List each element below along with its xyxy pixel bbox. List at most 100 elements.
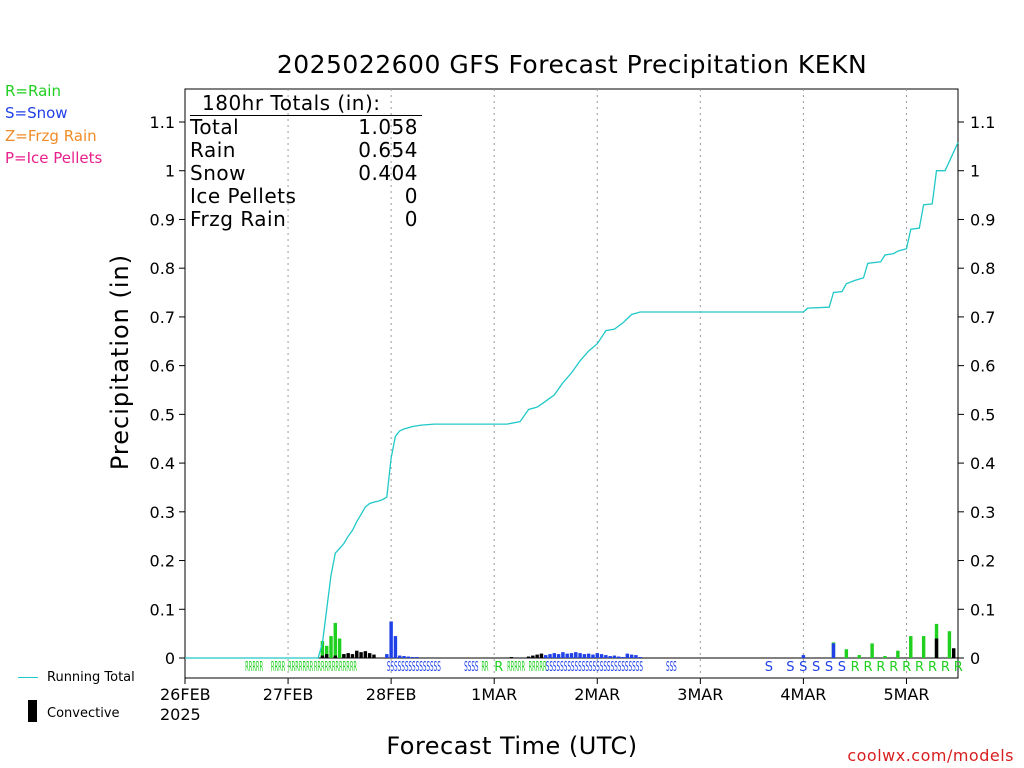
rain-bar [870,643,874,658]
ptype-marker: R [941,660,950,675]
totals-box: 180hr Totals (in): Total 1.058 Rain 0.654 … [190,92,422,231]
snow-bar [389,621,393,658]
snow-bar [544,655,548,658]
convective-bar [509,657,514,658]
ptype-marker: RR [481,660,488,675]
running-total-legend-label: Running Total [47,670,135,685]
snow-bar [402,656,406,658]
y-tick-label-right: 0.3 [970,503,995,522]
rain-bar [883,656,887,658]
snow-bar [634,655,638,658]
y-tick-label-right: 0.1 [970,600,995,619]
ptype-marker: SSS [666,660,677,675]
rain-bar [324,645,329,658]
snow-bar [569,653,574,658]
y-tick-label: 1 [165,162,175,181]
chart-title: 2025022600 GFS Forecast Precipitation KE… [276,50,868,79]
ptype-marker: R [928,660,937,675]
snow-bar [561,652,565,658]
y-tick-label: 0.5 [150,405,175,424]
convective-bar [333,655,338,658]
y-tick-label-right: 0.5 [970,405,995,424]
y-tick-label: 1.1 [150,113,175,132]
convective-bar [359,652,363,658]
y-tick-label-right: 0.9 [970,210,995,229]
snow-bar [393,636,398,658]
ptype-marker: R [889,660,898,675]
snow-bar [591,654,595,658]
ptype-marker: R [954,660,963,675]
ptype-marker: RRRRRRRRRRRR [314,660,357,675]
ptype-marker: SSSS [464,660,478,675]
x-tick-label: 2MAR [574,685,620,704]
rain-bar [333,622,338,658]
ptype-marker: RRRRR [245,660,263,675]
snow-bar [565,653,569,658]
ptype-key-ice-pellets: P=Ice Pellets [5,149,103,167]
snow-bar [831,643,836,658]
snow-bar [548,654,552,658]
ptype-marker: RRRRR [529,660,547,675]
running-total-legend-swatch [18,677,38,678]
ptype-marker: R [902,660,911,675]
snow-bar [552,653,557,658]
y-tick-label: 0 [165,649,175,668]
running-total-line [185,142,959,659]
snow-bar [556,654,561,658]
convective-bar [320,655,325,658]
totals-row-snow: Snow 0.404 [190,162,422,185]
rain-bar [844,649,849,658]
ptype-marker: SSSSSSSSSSSSSSS [387,660,441,675]
ptype-marker: S [799,660,807,675]
totals-label: Ice Pellets [190,184,297,208]
snow-bar [629,654,634,658]
y-tick-label-right: 0.2 [970,552,995,571]
rain-bar [921,636,926,658]
snow-bar [578,653,582,658]
ptype-marker: R [915,660,924,675]
rain-bar [320,640,325,658]
convective-bar [951,648,956,658]
totals-label: Rain [190,138,236,162]
totals-row-freezing-rain: Frzg Rain 0 [190,208,422,231]
ptype-marker: S [786,660,794,675]
ptype-marker: S [825,660,833,675]
totals-row-rain: Rain 0.654 [190,139,422,162]
ptype-marker: RRRR [271,660,285,675]
y-axis-label: Precipitation (in) [106,253,134,471]
y-tick-label-right: 0.6 [970,357,995,376]
snow-bar [621,657,625,658]
y-tick-label: 0.7 [150,308,175,327]
snow-bar [586,653,591,658]
ptype-marker: S [812,660,820,675]
y-tick-label: 0.1 [150,600,175,619]
ptype-marker: R [864,660,873,675]
x-tick-label: 4MAR [780,685,826,704]
ptype-marker: SSSSSSSSSSSSSSSSSSSSSSSSSSS [546,660,643,675]
snow-bar [582,654,587,658]
totals-label: Snow [190,161,246,185]
x-tick-label: 3MAR [677,685,723,704]
snow-bar [625,653,630,658]
snow-bar [604,655,608,658]
totals-header: 180hr Totals (in): [190,92,422,116]
totals-row-total: Total 1.058 [190,116,422,139]
convective-bar [367,653,372,658]
x-tick-label: 27FEB [263,685,314,704]
rain-bar [329,636,333,658]
ptype-marker: S [765,660,773,675]
convective-bar [539,653,544,658]
convective-bar [363,651,368,658]
x-tick-label: 5MAR [883,685,929,704]
ptype-marker: R [851,660,860,675]
convective-bar [934,638,939,658]
convective-bar [531,655,535,658]
y-tick-label-right: 1.1 [970,113,995,132]
y-tick-label: 0.2 [150,552,175,571]
ptype-marker: R [876,660,885,675]
totals-row-ice-pellets: Ice Pellets 0 [190,185,422,208]
snow-bar [599,654,604,658]
ptype-marker: RRRRRRR [288,660,313,675]
convective-bar [346,653,350,658]
